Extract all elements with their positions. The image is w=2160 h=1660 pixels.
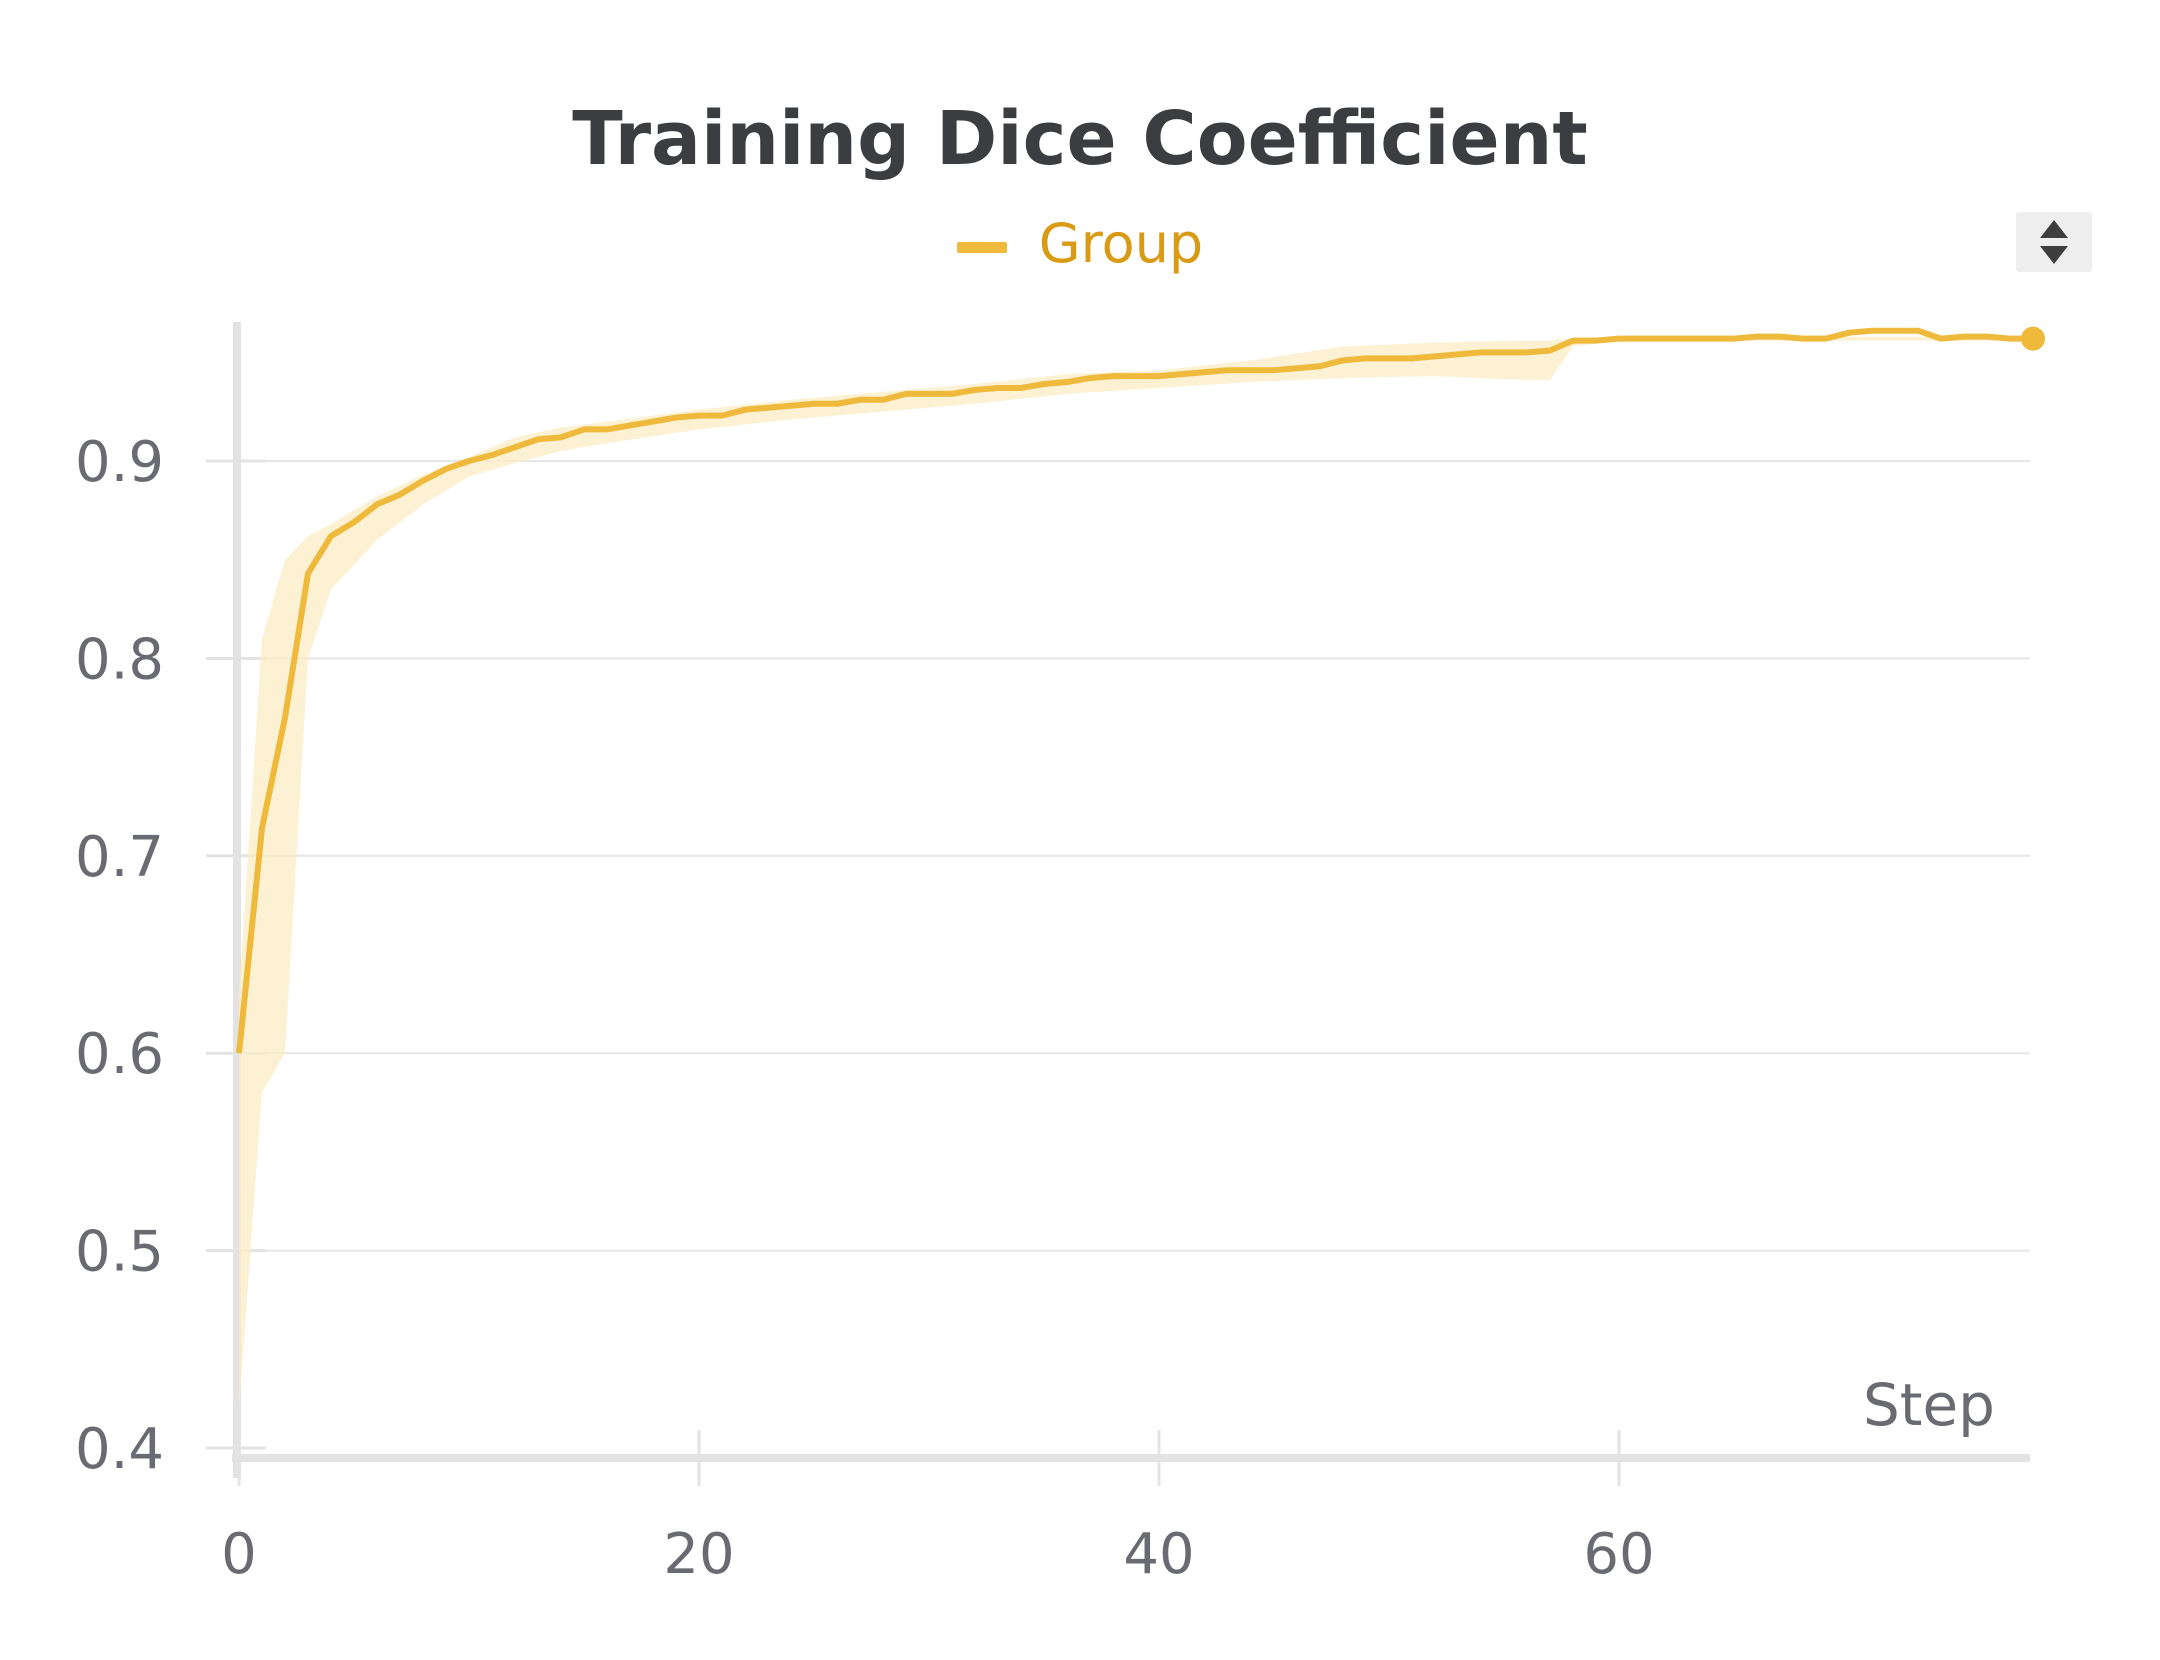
y-tick-label: 0.6	[75, 1022, 164, 1087]
chart-title: Training Dice Coefficient	[572, 96, 1588, 182]
series-line-group	[236, 327, 2033, 1054]
y-tick-label: 0.8	[75, 627, 164, 692]
x-tick-label: 60	[1583, 1522, 1654, 1587]
x-tick-label: 20	[663, 1522, 734, 1587]
chevron-up-icon[interactable]	[2040, 220, 2068, 238]
x-tick-label: 40	[1123, 1522, 1194, 1587]
series-band	[239, 336, 2033, 1409]
y-tick-label: 0.9	[75, 430, 164, 495]
legend-swatch	[956, 241, 1007, 253]
series-endpoint	[2021, 326, 2045, 351]
x-axis-title: Step	[1863, 1371, 1995, 1439]
chevron-down-icon[interactable]	[2040, 246, 2068, 264]
y-tick-label: 0.5	[75, 1220, 164, 1285]
up-down-arrows-icon[interactable]	[2016, 212, 2092, 272]
legend: Group	[0, 212, 2160, 275]
y-tick-label: 0.7	[75, 825, 164, 890]
legend-label: Group	[1038, 212, 1204, 275]
x-tick-label: 0	[221, 1522, 257, 1587]
y-tick-label: 0.4	[75, 1417, 164, 1482]
